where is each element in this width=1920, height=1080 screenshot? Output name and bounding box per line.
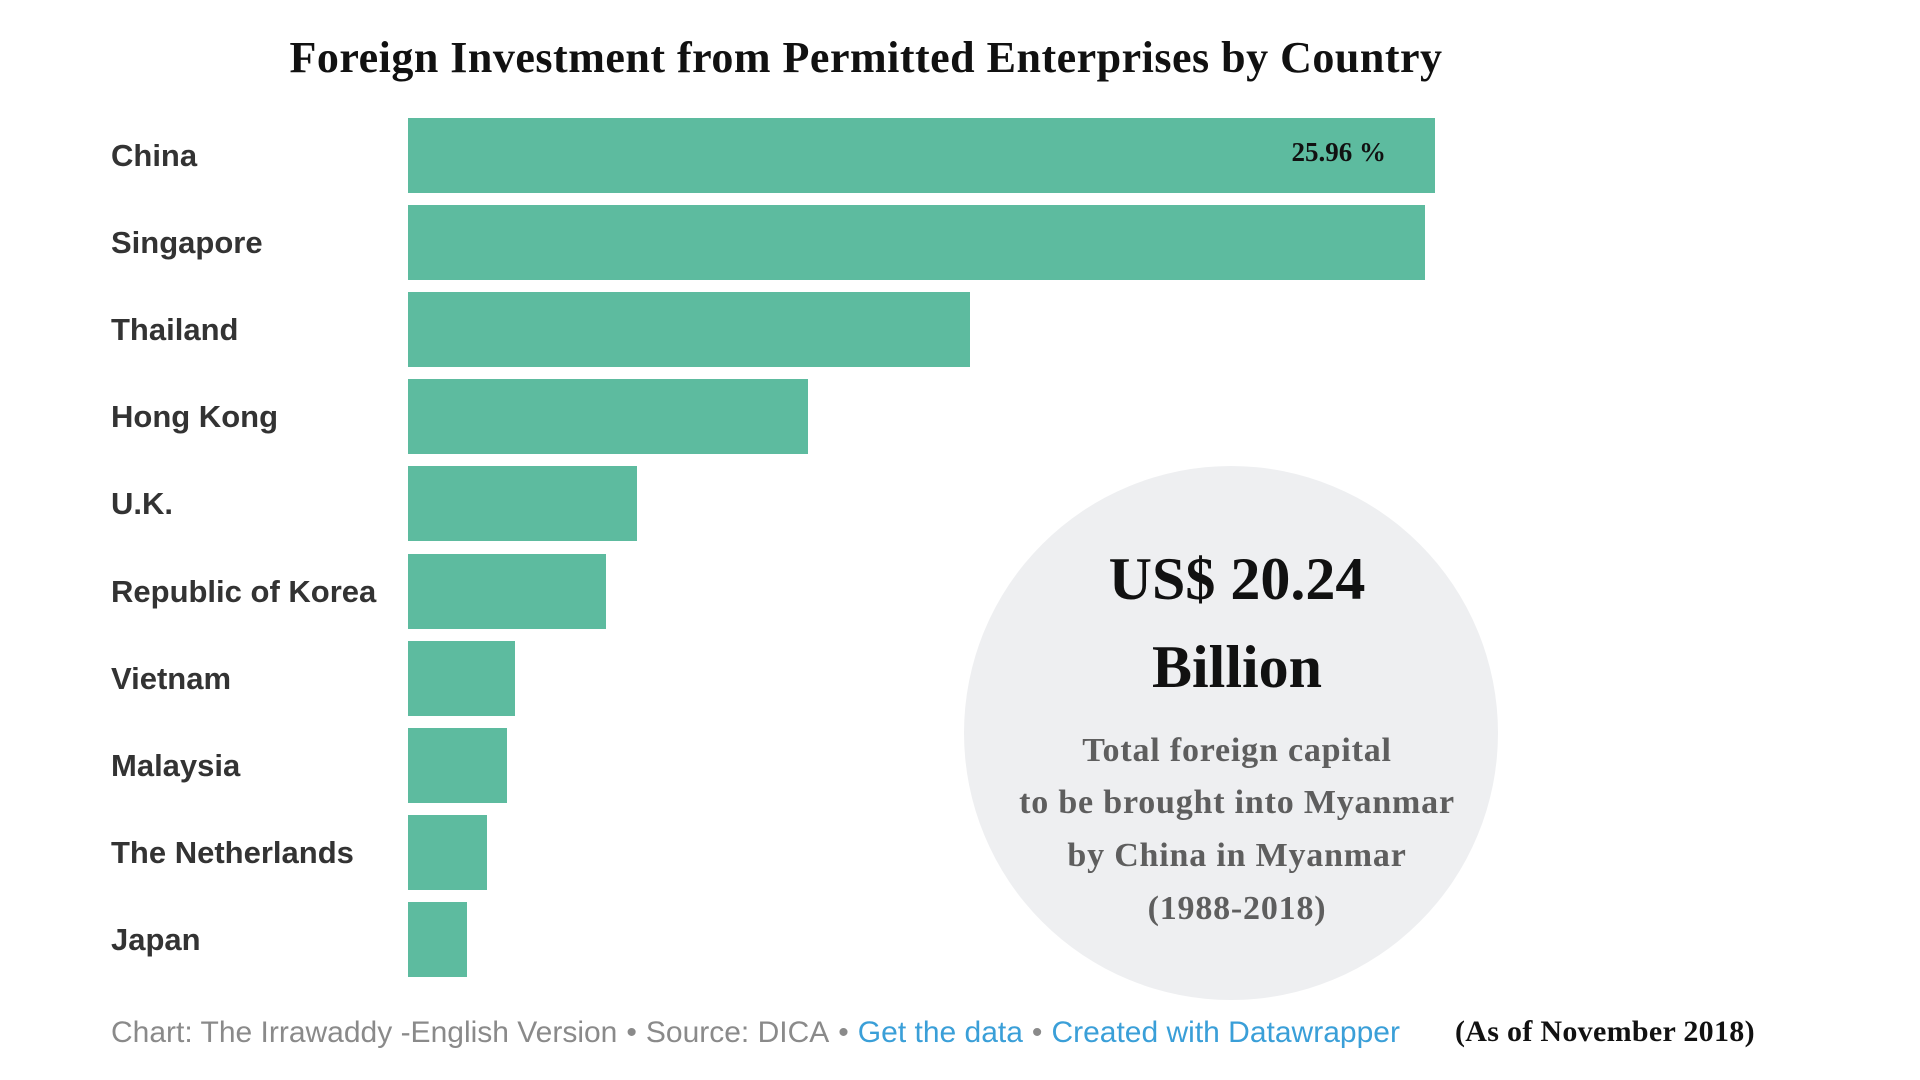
- bar-chart: China Singapore Thailand Hong Kong U.K. Repub…: [111, 118, 1435, 977]
- callout-amount-unit: Billion: [1151, 634, 1323, 700]
- bar-singapore: [408, 205, 1425, 281]
- get-the-data-link[interactable]: Get the data: [857, 1016, 1023, 1049]
- total-investment-callout: US$ 20.24 Billion Total foreign capital …: [964, 466, 1498, 1000]
- bar-hong-kong: [408, 379, 808, 455]
- bar-thailand: [408, 292, 970, 368]
- chart-footer: Chart: The Irrawaddy -English Version • So…: [111, 1013, 1400, 1053]
- as-of-date-note: (As of November 2018): [1455, 1015, 1755, 1048]
- bar-malaysia: [408, 727, 507, 803]
- bar-vietnam: [408, 640, 515, 716]
- footer-separator: •: [838, 1016, 849, 1049]
- category-label-u-k: U.K.: [111, 486, 173, 522]
- datawrapper-link[interactable]: Created with Datawrapper: [1051, 1016, 1400, 1049]
- callout-description-line: Total foreign capital: [1082, 732, 1392, 769]
- callout-description-line: (1988-2018): [1147, 890, 1327, 927]
- footer-source: Source: DICA: [645, 1016, 830, 1049]
- callout-description-line: by China in Myanmar: [1067, 837, 1407, 874]
- category-label-malaysia: Malaysia: [111, 747, 241, 783]
- bar-japan: [408, 901, 468, 977]
- bar-u-k: [408, 466, 638, 542]
- category-label-singapore: Singapore: [111, 225, 263, 261]
- bar-china: [408, 118, 1435, 193]
- callout-amount: US$ 20.24: [1108, 546, 1366, 612]
- bar-republic-of-korea: [408, 553, 606, 629]
- footer-credit: Chart: The Irrawaddy -English Version: [111, 1016, 618, 1049]
- category-label-hong-kong: Hong Kong: [111, 399, 279, 435]
- category-label-china: China: [111, 138, 198, 173]
- footer-separator: •: [1031, 1016, 1043, 1049]
- category-label-the-netherlands: The Netherlands: [111, 834, 354, 870]
- chart-title: Foreign Investment from Permitted Enterp…: [289, 33, 1443, 82]
- category-label-vietnam: Vietnam: [111, 660, 232, 696]
- category-label-japan: Japan: [111, 921, 201, 957]
- footer-separator: •: [626, 1016, 637, 1049]
- category-label-republic-of-korea: Republic of Korea: [111, 573, 377, 609]
- category-label-thailand: Thailand: [111, 312, 239, 348]
- data-label-china: 25.96 %: [1291, 137, 1387, 167]
- bar-the-netherlands: [408, 814, 488, 890]
- callout-description-line: to be brought into Myanmar: [1019, 784, 1455, 821]
